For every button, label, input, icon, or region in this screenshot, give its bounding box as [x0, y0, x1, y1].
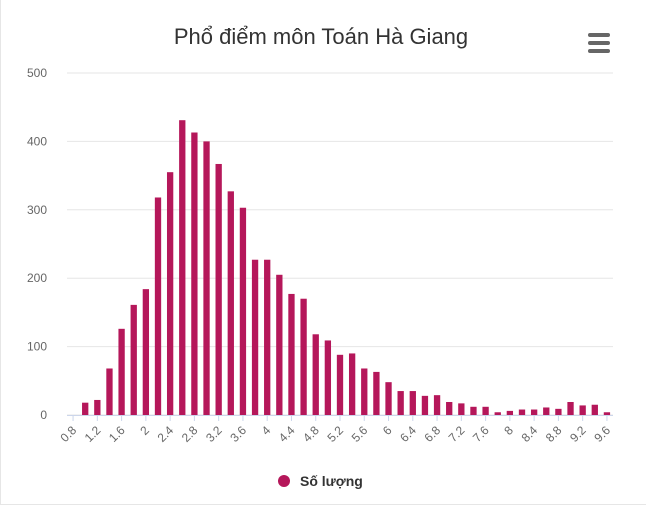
- bar-1.6[interactable]: [118, 328, 125, 415]
- bar-4.6[interactable]: [300, 298, 307, 415]
- x-tick-label: 4: [259, 423, 274, 438]
- x-tick-label: 9.2: [567, 423, 589, 445]
- bar-7.6[interactable]: [482, 406, 489, 415]
- x-tick-label: 6: [380, 423, 395, 438]
- bar-4.4[interactable]: [288, 293, 295, 415]
- x-tick-label: 5.2: [324, 423, 346, 445]
- y-tick-label: 300: [27, 203, 47, 217]
- bar-8.2[interactable]: [518, 409, 526, 415]
- bar-1.2[interactable]: [94, 399, 101, 415]
- x-tick-label: 7.2: [446, 423, 468, 445]
- bar-6.4[interactable]: [409, 391, 416, 415]
- x-tick-label: 3.2: [203, 423, 225, 445]
- hamburger-menu-icon: [588, 33, 610, 37]
- x-tick-label: 5.6: [349, 423, 371, 445]
- bar-5.8[interactable]: [373, 371, 380, 415]
- bar-3.6[interactable]: [239, 207, 247, 415]
- bar-7.8[interactable]: [494, 412, 501, 415]
- y-tick-label: 0: [40, 408, 47, 422]
- x-tick-label: 0.8: [57, 423, 79, 445]
- bar-5.4[interactable]: [348, 353, 356, 415]
- x-tick-label: 6.4: [397, 423, 419, 445]
- bar-3.8[interactable]: [251, 259, 259, 415]
- bar-3[interactable]: [203, 141, 210, 415]
- bar-6[interactable]: [385, 382, 392, 415]
- bar-1[interactable]: [82, 402, 89, 415]
- x-tick-label: 4.4: [276, 423, 298, 445]
- bar-9[interactable]: [567, 402, 574, 415]
- bar-3.2[interactable]: [215, 163, 222, 415]
- bar-8.4[interactable]: [530, 409, 538, 415]
- x-tick-label: 4.8: [300, 423, 322, 445]
- x-tick-label: 6.8: [421, 423, 443, 445]
- bar-6.8[interactable]: [433, 395, 441, 415]
- x-tick-label: 8.8: [543, 423, 565, 445]
- x-tick-label: 8.4: [519, 423, 541, 445]
- bar-2.2[interactable]: [154, 197, 162, 415]
- context-menu-button[interactable]: [588, 33, 610, 53]
- bar-7.2[interactable]: [458, 403, 465, 415]
- hamburger-menu-icon: [588, 41, 610, 45]
- x-tick-label: 2: [137, 423, 152, 438]
- bar-2[interactable]: [142, 289, 150, 415]
- x-tick-label: 9.6: [591, 423, 613, 445]
- legend-marker[interactable]: [278, 475, 290, 487]
- legend-label[interactable]: Số lượng: [300, 473, 363, 489]
- bar-1.8[interactable]: [130, 304, 137, 415]
- x-tick-label: 1.6: [106, 423, 128, 445]
- bar-5.2[interactable]: [336, 354, 344, 415]
- bar-8[interactable]: [506, 410, 514, 415]
- bar-4[interactable]: [264, 259, 271, 415]
- x-tick-label: 8: [501, 423, 516, 438]
- bar-3.4[interactable]: [227, 191, 234, 415]
- bar-8.8[interactable]: [555, 408, 562, 415]
- bar-4.8[interactable]: [312, 334, 319, 415]
- y-tick-label: 500: [27, 66, 47, 80]
- x-tick-label: 1.2: [82, 423, 104, 445]
- hamburger-menu-icon: [588, 49, 610, 53]
- bar-9.6[interactable]: [603, 412, 611, 415]
- x-tick-label: 2.8: [179, 423, 201, 445]
- bar-1.4[interactable]: [106, 368, 113, 415]
- bar-7.4[interactable]: [470, 406, 477, 415]
- bar-8.6[interactable]: [543, 407, 550, 415]
- x-tick-label: 3.6: [227, 423, 249, 445]
- bar-2.8[interactable]: [191, 132, 198, 415]
- bar-9.2[interactable]: [579, 405, 586, 415]
- chart-title: Phổ điểm môn Toán Hà Giang: [173, 24, 469, 49]
- x-tick-label: 7.6: [470, 423, 492, 445]
- x-tick-label: 2.4: [155, 423, 177, 445]
- bar-4.2[interactable]: [276, 274, 283, 415]
- y-tick-label: 400: [27, 134, 47, 148]
- bar-2.4[interactable]: [166, 172, 174, 415]
- bar-9.4[interactable]: [591, 404, 598, 415]
- bar-5[interactable]: [324, 340, 332, 415]
- bar-7[interactable]: [446, 402, 453, 415]
- y-tick-label: 100: [27, 340, 47, 354]
- bar-2.6[interactable]: [179, 120, 186, 416]
- bar-5.6[interactable]: [361, 368, 368, 415]
- bar-6.2[interactable]: [397, 391, 404, 415]
- y-tick-label: 200: [27, 271, 47, 285]
- bar-6.6[interactable]: [421, 395, 429, 415]
